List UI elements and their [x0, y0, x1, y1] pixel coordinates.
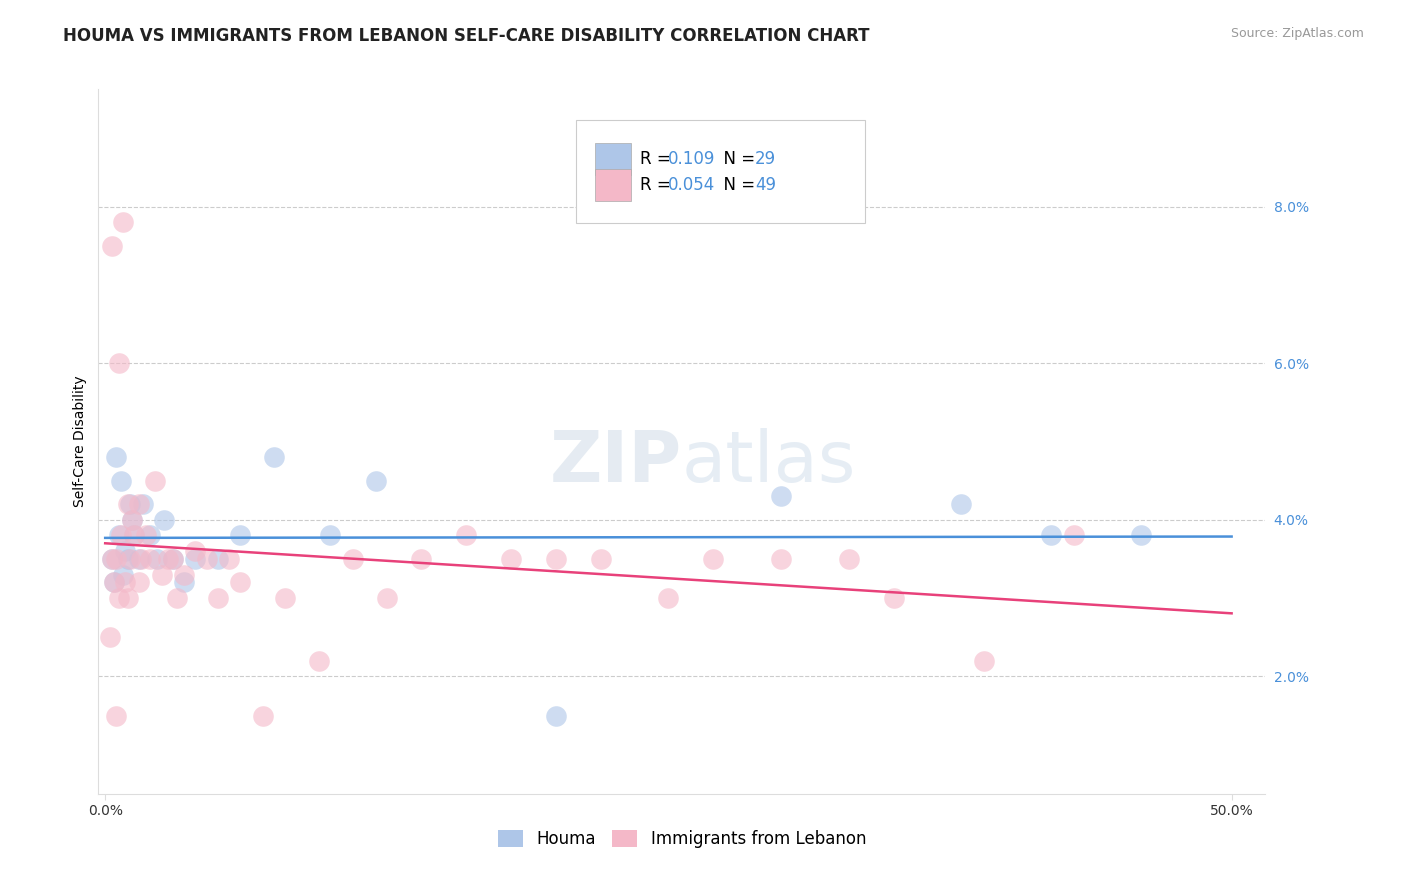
Point	[128, 552, 150, 566]
Point	[101, 552, 124, 566]
Point	[1063, 528, 1085, 542]
Point	[207, 552, 229, 566]
Point	[544, 708, 567, 723]
Text: 49: 49	[755, 176, 776, 194]
Point	[101, 239, 124, 253]
Point	[132, 497, 155, 511]
Point	[105, 708, 128, 723]
Point	[129, 552, 152, 566]
Point	[124, 528, 146, 542]
Point	[838, 552, 860, 566]
Point	[139, 528, 162, 542]
Text: R =: R =	[640, 150, 676, 168]
Point	[252, 708, 274, 723]
Point	[319, 528, 342, 542]
Point	[173, 575, 195, 590]
Point	[702, 552, 724, 566]
Point	[207, 591, 229, 606]
Point	[950, 497, 973, 511]
Point	[589, 552, 612, 566]
Point	[107, 591, 129, 606]
Point	[308, 654, 330, 668]
Point	[364, 474, 387, 488]
Point	[110, 474, 132, 488]
Point	[124, 528, 146, 542]
Point	[112, 215, 135, 229]
Point	[157, 552, 180, 566]
Legend: Houma, Immigrants from Lebanon: Houma, Immigrants from Lebanon	[489, 822, 875, 856]
Point	[118, 552, 141, 566]
Point	[101, 552, 124, 566]
Point	[107, 528, 129, 542]
Point	[770, 489, 793, 503]
Point	[117, 552, 139, 566]
Point	[162, 552, 184, 566]
Text: HOUMA VS IMMIGRANTS FROM LEBANON SELF-CARE DISABILITY CORRELATION CHART: HOUMA VS IMMIGRANTS FROM LEBANON SELF-CA…	[63, 27, 870, 45]
Point	[114, 575, 136, 590]
Point	[218, 552, 240, 566]
Point	[229, 575, 252, 590]
Point	[118, 497, 141, 511]
Text: ZIP: ZIP	[550, 428, 682, 497]
Point	[263, 450, 285, 465]
Point	[139, 552, 162, 566]
Point	[107, 356, 129, 370]
Point	[409, 552, 432, 566]
Point	[105, 450, 128, 465]
Y-axis label: Self-Care Disability: Self-Care Disability	[73, 376, 87, 508]
Text: 0.109: 0.109	[668, 150, 716, 168]
Point	[770, 552, 793, 566]
Point	[274, 591, 297, 606]
Point	[152, 513, 174, 527]
Point	[150, 567, 173, 582]
Point	[883, 591, 905, 606]
Point	[184, 544, 207, 558]
Point	[973, 654, 995, 668]
Point	[1130, 528, 1153, 542]
Point	[98, 630, 121, 644]
Point	[103, 575, 125, 590]
Point	[146, 552, 169, 566]
Point	[103, 575, 125, 590]
Text: N =: N =	[713, 176, 761, 194]
Point	[375, 591, 398, 606]
Point	[143, 474, 166, 488]
Point	[117, 591, 139, 606]
Point	[195, 552, 218, 566]
Point	[1040, 528, 1063, 542]
Point	[114, 544, 136, 558]
Point	[342, 552, 364, 566]
Point	[105, 552, 128, 566]
Text: R =: R =	[640, 176, 676, 194]
Point	[110, 528, 132, 542]
Point	[657, 591, 679, 606]
Text: 0.054: 0.054	[668, 176, 716, 194]
Point	[121, 513, 143, 527]
Point	[229, 528, 252, 542]
Text: atlas: atlas	[682, 428, 856, 497]
Point	[112, 567, 135, 582]
Text: 29: 29	[755, 150, 776, 168]
Point	[166, 591, 188, 606]
Point	[117, 497, 139, 511]
Point	[121, 513, 143, 527]
Text: N =: N =	[713, 150, 761, 168]
Point	[184, 552, 207, 566]
Point	[454, 528, 477, 542]
Point	[162, 552, 184, 566]
Point	[499, 552, 522, 566]
Point	[173, 567, 195, 582]
Text: Source: ZipAtlas.com: Source: ZipAtlas.com	[1230, 27, 1364, 40]
Point	[135, 528, 157, 542]
Point	[128, 497, 150, 511]
Point	[128, 575, 150, 590]
Point	[544, 552, 567, 566]
